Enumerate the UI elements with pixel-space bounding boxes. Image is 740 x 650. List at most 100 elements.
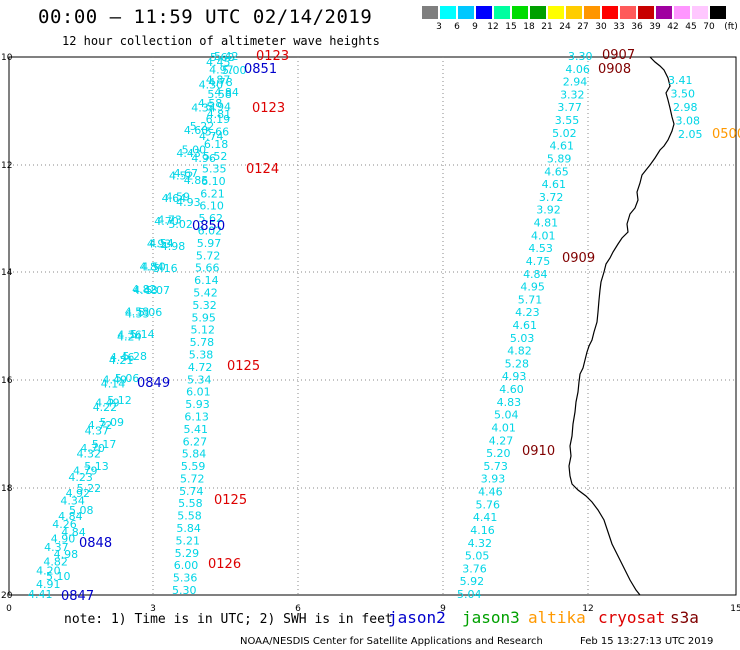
pass-time-label: 0848: [79, 536, 112, 551]
pass-time-label: 0849: [137, 376, 170, 391]
swh-value: 4.85: [184, 174, 209, 187]
swh-value: 2.98: [673, 101, 698, 114]
swh-value: 4.84: [523, 268, 548, 281]
swh-value: 5.42: [193, 287, 218, 300]
swh-value: 6.19: [206, 113, 231, 126]
pass-time-label: 0125: [214, 493, 247, 508]
legend-swatch: [512, 6, 528, 19]
swh-value: 5.28: [505, 357, 529, 370]
swh-value: 6.27: [183, 435, 208, 448]
swh-value: 4.01: [531, 229, 556, 242]
swh-value: 6.10: [201, 175, 226, 188]
lon-label: 9: [440, 604, 446, 614]
legend-label: 70: [703, 22, 715, 32]
swh-value: 3.30: [568, 50, 593, 63]
swh-value: 5.74: [179, 485, 204, 498]
swh-value: 4.73: [157, 214, 182, 227]
swh-value: 4.74: [199, 130, 224, 143]
swh-value: 4.95: [520, 281, 545, 294]
swh-value: 4.84: [61, 526, 86, 539]
swh-value: 3.93: [481, 473, 506, 486]
swh-value: 4.58: [198, 97, 223, 110]
legend-swatch: [458, 6, 474, 19]
swh-value: 4.36: [117, 328, 142, 341]
swh-value: 3.55: [555, 114, 580, 127]
swh-value: 5.00: [182, 144, 207, 157]
swh-value: 5.16: [153, 262, 178, 275]
swh-value: 5.62: [199, 212, 224, 225]
swh-value: 5.32: [192, 299, 217, 312]
swh-value: 5.92: [460, 575, 485, 588]
satellite-legend-item: cryosat: [598, 608, 666, 627]
pass-time-label: 0908: [598, 62, 631, 77]
swh-value: 6.21: [200, 187, 225, 200]
swh-value: 4.64: [162, 192, 187, 205]
swh-value: 5.12: [107, 394, 132, 407]
swh-value: 5.78: [190, 336, 215, 349]
legend-swatch: [602, 6, 618, 19]
swh-value: 4.60: [184, 124, 209, 137]
swh-value: 4.93: [176, 196, 201, 209]
swh-value: 5.06: [115, 372, 140, 385]
swh-value: 4.65: [544, 165, 569, 178]
legend-swatch: [476, 6, 492, 19]
pass-time-label: 0126: [208, 557, 241, 572]
swh-value: 6.00: [174, 559, 199, 572]
swh-value: 5.28: [123, 350, 147, 363]
swh-value: 5.84: [182, 448, 207, 461]
swh-value: 5.03: [510, 332, 535, 345]
legend-label: 36: [631, 22, 643, 32]
swh-value: 5.94: [206, 101, 231, 114]
swh-value: 4.22: [93, 401, 118, 414]
swh-value: 4.48: [133, 284, 158, 297]
swh-value: 4.81: [207, 108, 232, 121]
swh-value: 4.93: [147, 238, 172, 251]
swh-value: 5.20: [486, 447, 511, 460]
swh-value: 5.29: [175, 547, 200, 560]
swh-value: 4.23: [68, 471, 93, 484]
legend-swatch: [674, 6, 690, 19]
satellite-legend-item: s3a: [670, 608, 699, 627]
swh-value: 5.04: [494, 409, 519, 422]
swh-value: 5.10: [46, 570, 71, 583]
swh-value: 4.23: [515, 306, 540, 319]
legend-swatch: [710, 6, 726, 19]
pass-time-label: 0125: [227, 359, 260, 374]
swh-value: 4.06: [565, 63, 590, 76]
swh-value: 5.59: [181, 460, 206, 473]
swh-value: 4.24: [117, 331, 141, 344]
lat-label: 12: [1, 161, 12, 171]
swh-value: 4.54: [149, 237, 174, 250]
footer-note: note: 1) Time is in UTC; 2) SWH is in fe…: [64, 612, 393, 627]
swh-value: 5.73: [483, 460, 508, 473]
swh-value: 3.32: [560, 88, 585, 101]
swh-value: 3.72: [539, 191, 564, 204]
swh-value: 4.87: [206, 73, 231, 86]
legend-swatch: [620, 6, 636, 19]
swh-value: 4.16: [470, 524, 495, 537]
swh-value: 5.66: [195, 262, 220, 275]
swh-value: 5.35: [202, 163, 227, 176]
swh-value: 6.14: [194, 274, 219, 287]
pass-time-label: 0124: [246, 162, 279, 177]
swh-value: 5.14: [130, 328, 155, 341]
swh-value: 4.32: [468, 537, 493, 550]
swh-value: 5.04: [457, 588, 482, 601]
swh-value: 4.82: [43, 555, 68, 568]
lat-lon-grid: 10 12 14 16 18 20 0 3 6 9 12 15: [1, 53, 740, 614]
swh-value: 4.45: [206, 56, 231, 69]
swh-value: 3.41: [668, 74, 693, 87]
swh-value: 4.59: [165, 190, 190, 203]
swh-value: 4.34: [60, 494, 85, 507]
swh-value: 5.52: [203, 150, 228, 163]
swh-value: 3.50: [671, 88, 696, 101]
legend-swatch: [548, 6, 564, 19]
swh-value: 4.83: [497, 396, 521, 409]
swh-value: 4.78: [208, 76, 233, 89]
swh-value: 5.72: [180, 472, 205, 485]
legend-swatch: [638, 6, 654, 19]
swh-value: 3.77: [557, 101, 582, 114]
lon-label: 6: [295, 604, 301, 614]
swh-value: 6.13: [184, 410, 209, 423]
